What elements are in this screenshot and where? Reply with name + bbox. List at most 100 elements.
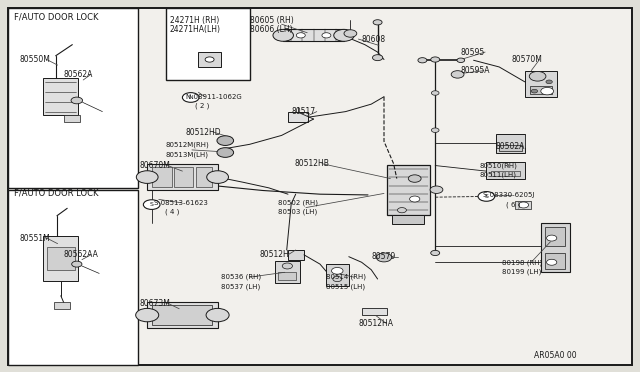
Circle shape: [136, 308, 159, 322]
Circle shape: [410, 196, 420, 202]
Text: 80570M: 80570M: [512, 55, 543, 64]
Bar: [64, 115, 80, 122]
Text: ( 4 ): ( 4 ): [165, 209, 179, 215]
Circle shape: [282, 263, 292, 269]
Circle shape: [71, 97, 83, 104]
Text: F/AUTO DOOR LOCK: F/AUTO DOOR LOCK: [14, 189, 99, 198]
Text: S 08513-61623: S 08513-61623: [154, 200, 207, 206]
Bar: [525, 71, 557, 97]
Bar: [387, 164, 430, 215]
Bar: [496, 134, 525, 153]
Circle shape: [430, 186, 443, 193]
Circle shape: [344, 30, 357, 37]
Text: 80512HB: 80512HB: [294, 159, 329, 168]
Bar: [174, 167, 193, 187]
Bar: [152, 305, 212, 325]
Bar: [54, 302, 70, 309]
Text: 80673M: 80673M: [140, 299, 170, 308]
Text: 80515 (LH): 80515 (LH): [326, 283, 365, 290]
Text: 80551M: 80551M: [19, 234, 50, 243]
Circle shape: [322, 33, 331, 38]
Bar: [44, 78, 79, 115]
Circle shape: [273, 29, 293, 41]
Text: 80199 (LH): 80199 (LH): [502, 268, 542, 275]
Text: 80562AA: 80562AA: [64, 250, 99, 259]
Bar: [491, 171, 520, 176]
Circle shape: [408, 175, 421, 182]
Text: 80510(RH): 80510(RH): [480, 162, 518, 169]
Text: ( 2 ): ( 2 ): [195, 103, 209, 109]
Text: 24271H (RH): 24271H (RH): [170, 16, 219, 25]
Text: 80514 (RH): 80514 (RH): [326, 274, 366, 280]
Bar: [288, 112, 308, 122]
Text: 80512H: 80512H: [259, 250, 289, 259]
Text: ( 6 ): ( 6 ): [506, 201, 520, 208]
Circle shape: [72, 261, 82, 267]
Circle shape: [332, 267, 343, 274]
Text: F/AUTO DOOR LOCK: F/AUTO DOOR LOCK: [14, 12, 99, 21]
Bar: [47, 247, 74, 270]
Bar: [198, 52, 221, 67]
Bar: [278, 272, 296, 280]
Text: 80512M(RH): 80512M(RH): [165, 142, 209, 148]
Circle shape: [136, 171, 158, 183]
Text: 80502A: 80502A: [496, 142, 525, 151]
Bar: [166, 8, 250, 80]
Text: 80595A: 80595A: [461, 66, 490, 75]
Circle shape: [529, 71, 546, 81]
Text: S 08330-6205J: S 08330-6205J: [483, 192, 534, 198]
Circle shape: [431, 250, 440, 256]
Text: N 08911-1062G: N 08911-1062G: [186, 94, 241, 100]
Circle shape: [376, 253, 392, 262]
Circle shape: [478, 192, 495, 201]
Bar: [283, 29, 344, 41]
Circle shape: [518, 202, 529, 208]
Bar: [152, 167, 172, 187]
Bar: [275, 261, 300, 283]
Text: 80606 (LH): 80606 (LH): [250, 25, 292, 34]
Text: 80562A: 80562A: [64, 70, 93, 79]
Bar: [147, 164, 218, 190]
Circle shape: [333, 276, 342, 282]
Text: 80512HA: 80512HA: [358, 319, 394, 328]
Circle shape: [457, 58, 465, 62]
Bar: [486, 162, 525, 179]
Bar: [147, 302, 218, 328]
Text: S: S: [484, 194, 488, 199]
Circle shape: [546, 80, 552, 84]
Bar: [362, 308, 387, 315]
Text: 80503 (LH): 80503 (LH): [278, 209, 317, 215]
Circle shape: [372, 55, 383, 61]
Text: 80198 (RH): 80198 (RH): [502, 259, 543, 266]
Text: 80550M: 80550M: [19, 55, 50, 64]
Circle shape: [182, 93, 199, 102]
Text: 80605 (RH): 80605 (RH): [250, 16, 293, 25]
Circle shape: [431, 128, 439, 132]
Bar: [515, 201, 531, 209]
Circle shape: [451, 71, 464, 78]
Bar: [8, 8, 138, 188]
Circle shape: [373, 20, 382, 25]
Text: 24271HA(LH): 24271HA(LH): [170, 25, 221, 34]
Text: 80502 (RH): 80502 (RH): [278, 199, 319, 206]
Circle shape: [541, 87, 554, 95]
Bar: [44, 236, 79, 281]
Text: 80536 (RH): 80536 (RH): [221, 274, 261, 280]
Circle shape: [547, 235, 557, 241]
Text: 80517: 80517: [291, 107, 316, 116]
Circle shape: [547, 259, 557, 265]
Circle shape: [217, 148, 234, 157]
Bar: [499, 145, 522, 151]
Text: 80511(LH): 80511(LH): [480, 171, 517, 178]
Circle shape: [334, 29, 355, 41]
Circle shape: [431, 91, 439, 95]
Circle shape: [397, 208, 406, 213]
Text: S: S: [150, 202, 154, 207]
Circle shape: [296, 33, 305, 38]
Bar: [196, 167, 212, 187]
Text: 80537 (LH): 80537 (LH): [221, 283, 260, 290]
Circle shape: [418, 58, 427, 63]
Circle shape: [207, 171, 228, 183]
Text: 80608: 80608: [362, 35, 386, 44]
Text: 80512HD: 80512HD: [186, 128, 221, 137]
